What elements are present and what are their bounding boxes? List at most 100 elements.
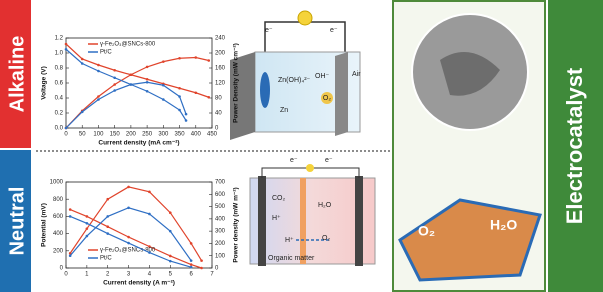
x-tick-label: 300: [158, 132, 169, 138]
y-tick-label: 0.4: [55, 96, 64, 102]
y-tick-label: 800: [53, 197, 64, 203]
data-point: [86, 222, 89, 225]
electron-label: e⁻: [265, 27, 273, 34]
alkaline-label: Alkaline: [6, 36, 28, 113]
organic-label: Organic matter: [268, 255, 315, 262]
data-point: [148, 191, 151, 194]
y2-tick-label: 500: [215, 204, 226, 210]
data-point: [148, 251, 151, 254]
x-tick-label: 0: [64, 272, 68, 278]
anode: [258, 176, 266, 266]
y2-axis-label: Power Density (mW cm⁻²): [233, 43, 240, 123]
legend-label: γ-Fe₂O₃@SNCs-800: [100, 42, 156, 48]
data-point: [97, 64, 100, 67]
data-point: [194, 91, 197, 94]
y-tick-label: 0: [60, 266, 64, 272]
x-tick-label: 5: [169, 272, 173, 278]
data-point: [113, 69, 116, 72]
x-tick-label: 6: [189, 272, 193, 278]
y-tick-label: 400: [53, 231, 64, 237]
data-point: [207, 96, 210, 99]
y-tick-label: 1.0: [55, 51, 64, 57]
x-tick-label: 350: [175, 132, 186, 138]
electron-label: e⁻: [330, 27, 338, 34]
legend-label: Pt/C: [100, 256, 112, 262]
data-point: [127, 236, 130, 239]
x-tick-label: 400: [191, 132, 202, 138]
data-point: [69, 215, 72, 218]
page: Alkaline Neutral e⁻ e⁻ Zn(OH)₄²⁻ Zn OH⁻ …: [0, 0, 603, 292]
data-point: [81, 62, 84, 65]
electrocatalyst-label: Electrocatalyst: [562, 67, 587, 224]
y2-tick-label: 600: [215, 192, 226, 198]
y2-tick-label: 700: [215, 180, 226, 186]
y-tick-label: 0.6: [55, 81, 64, 87]
data-point: [169, 230, 172, 233]
data-point: [190, 263, 193, 266]
y-tick-label: 1.2: [55, 36, 64, 42]
y2-tick-label: 200: [215, 51, 226, 57]
data-point: [190, 266, 193, 269]
electron-label: e⁻: [325, 157, 333, 164]
data-point: [113, 89, 116, 92]
hydroxide-label: OH⁻: [315, 73, 330, 80]
plot-frame: [66, 182, 212, 268]
data-point: [127, 186, 130, 189]
data-point: [130, 73, 133, 76]
data-point: [113, 83, 116, 86]
data-point: [65, 127, 68, 130]
x-axis-label: Current density (mA cm⁻²): [98, 140, 179, 147]
proton-label: H⁺: [272, 215, 281, 222]
y2-tick-label: 400: [215, 216, 226, 222]
data-point: [97, 70, 100, 73]
data-point: [106, 232, 109, 235]
data-point: [207, 59, 210, 62]
data-point: [146, 78, 149, 81]
y-axis-label: Voltage (V): [41, 66, 48, 99]
data-point: [81, 58, 84, 61]
x-axis-label: Current density (A m⁻²): [103, 280, 175, 287]
electron-label: e⁻: [290, 157, 298, 164]
data-point: [127, 207, 130, 210]
legend-label: γ-Fe₂O₃@SNCs-800: [100, 248, 156, 254]
data-point: [69, 208, 72, 211]
data-point: [65, 43, 68, 46]
data-point: [185, 113, 188, 116]
data-point: [200, 259, 203, 262]
y2-tick-label: 40: [215, 111, 222, 117]
cathode: [355, 176, 363, 266]
data-point: [146, 66, 149, 69]
figure: Alkaline Neutral e⁻ e⁻ Zn(OH)₄²⁻ Zn OH⁻ …: [0, 0, 603, 292]
y-tick-label: 1000: [50, 180, 64, 186]
x-tick-label: 4: [148, 272, 152, 278]
legend-label: Pt/C: [100, 50, 112, 56]
zinc-label: Zn: [280, 107, 288, 114]
data-point: [162, 60, 165, 63]
y2-tick-label: 100: [215, 253, 226, 259]
x-tick-label: 450: [207, 132, 218, 138]
y-tick-label: 600: [53, 214, 64, 220]
x-tick-label: 1: [85, 272, 89, 278]
data-point: [148, 213, 151, 216]
data-point: [190, 259, 193, 262]
x-tick-label: 0: [64, 132, 68, 138]
data-point: [130, 83, 133, 86]
data-point: [106, 215, 109, 218]
zincate-label: Zn(OH)₄²⁻: [278, 77, 311, 84]
data-point: [194, 56, 197, 59]
data-point: [65, 48, 68, 51]
water-label: H₂O: [318, 202, 332, 209]
proton-label: H⁺: [285, 237, 294, 244]
oxygen-label: O₂: [323, 95, 331, 102]
data-point: [81, 111, 84, 114]
x-tick-label: 150: [110, 132, 121, 138]
data-point: [169, 260, 172, 263]
x-tick-label: 2: [106, 272, 110, 278]
data-point: [69, 254, 72, 257]
zinc-disk: [260, 72, 270, 108]
x-tick-label: 3: [127, 272, 131, 278]
y2-tick-label: 0: [215, 266, 219, 272]
data-point: [178, 87, 181, 90]
catalyst-o2-label: O₂: [418, 223, 435, 239]
data-point: [97, 98, 100, 101]
